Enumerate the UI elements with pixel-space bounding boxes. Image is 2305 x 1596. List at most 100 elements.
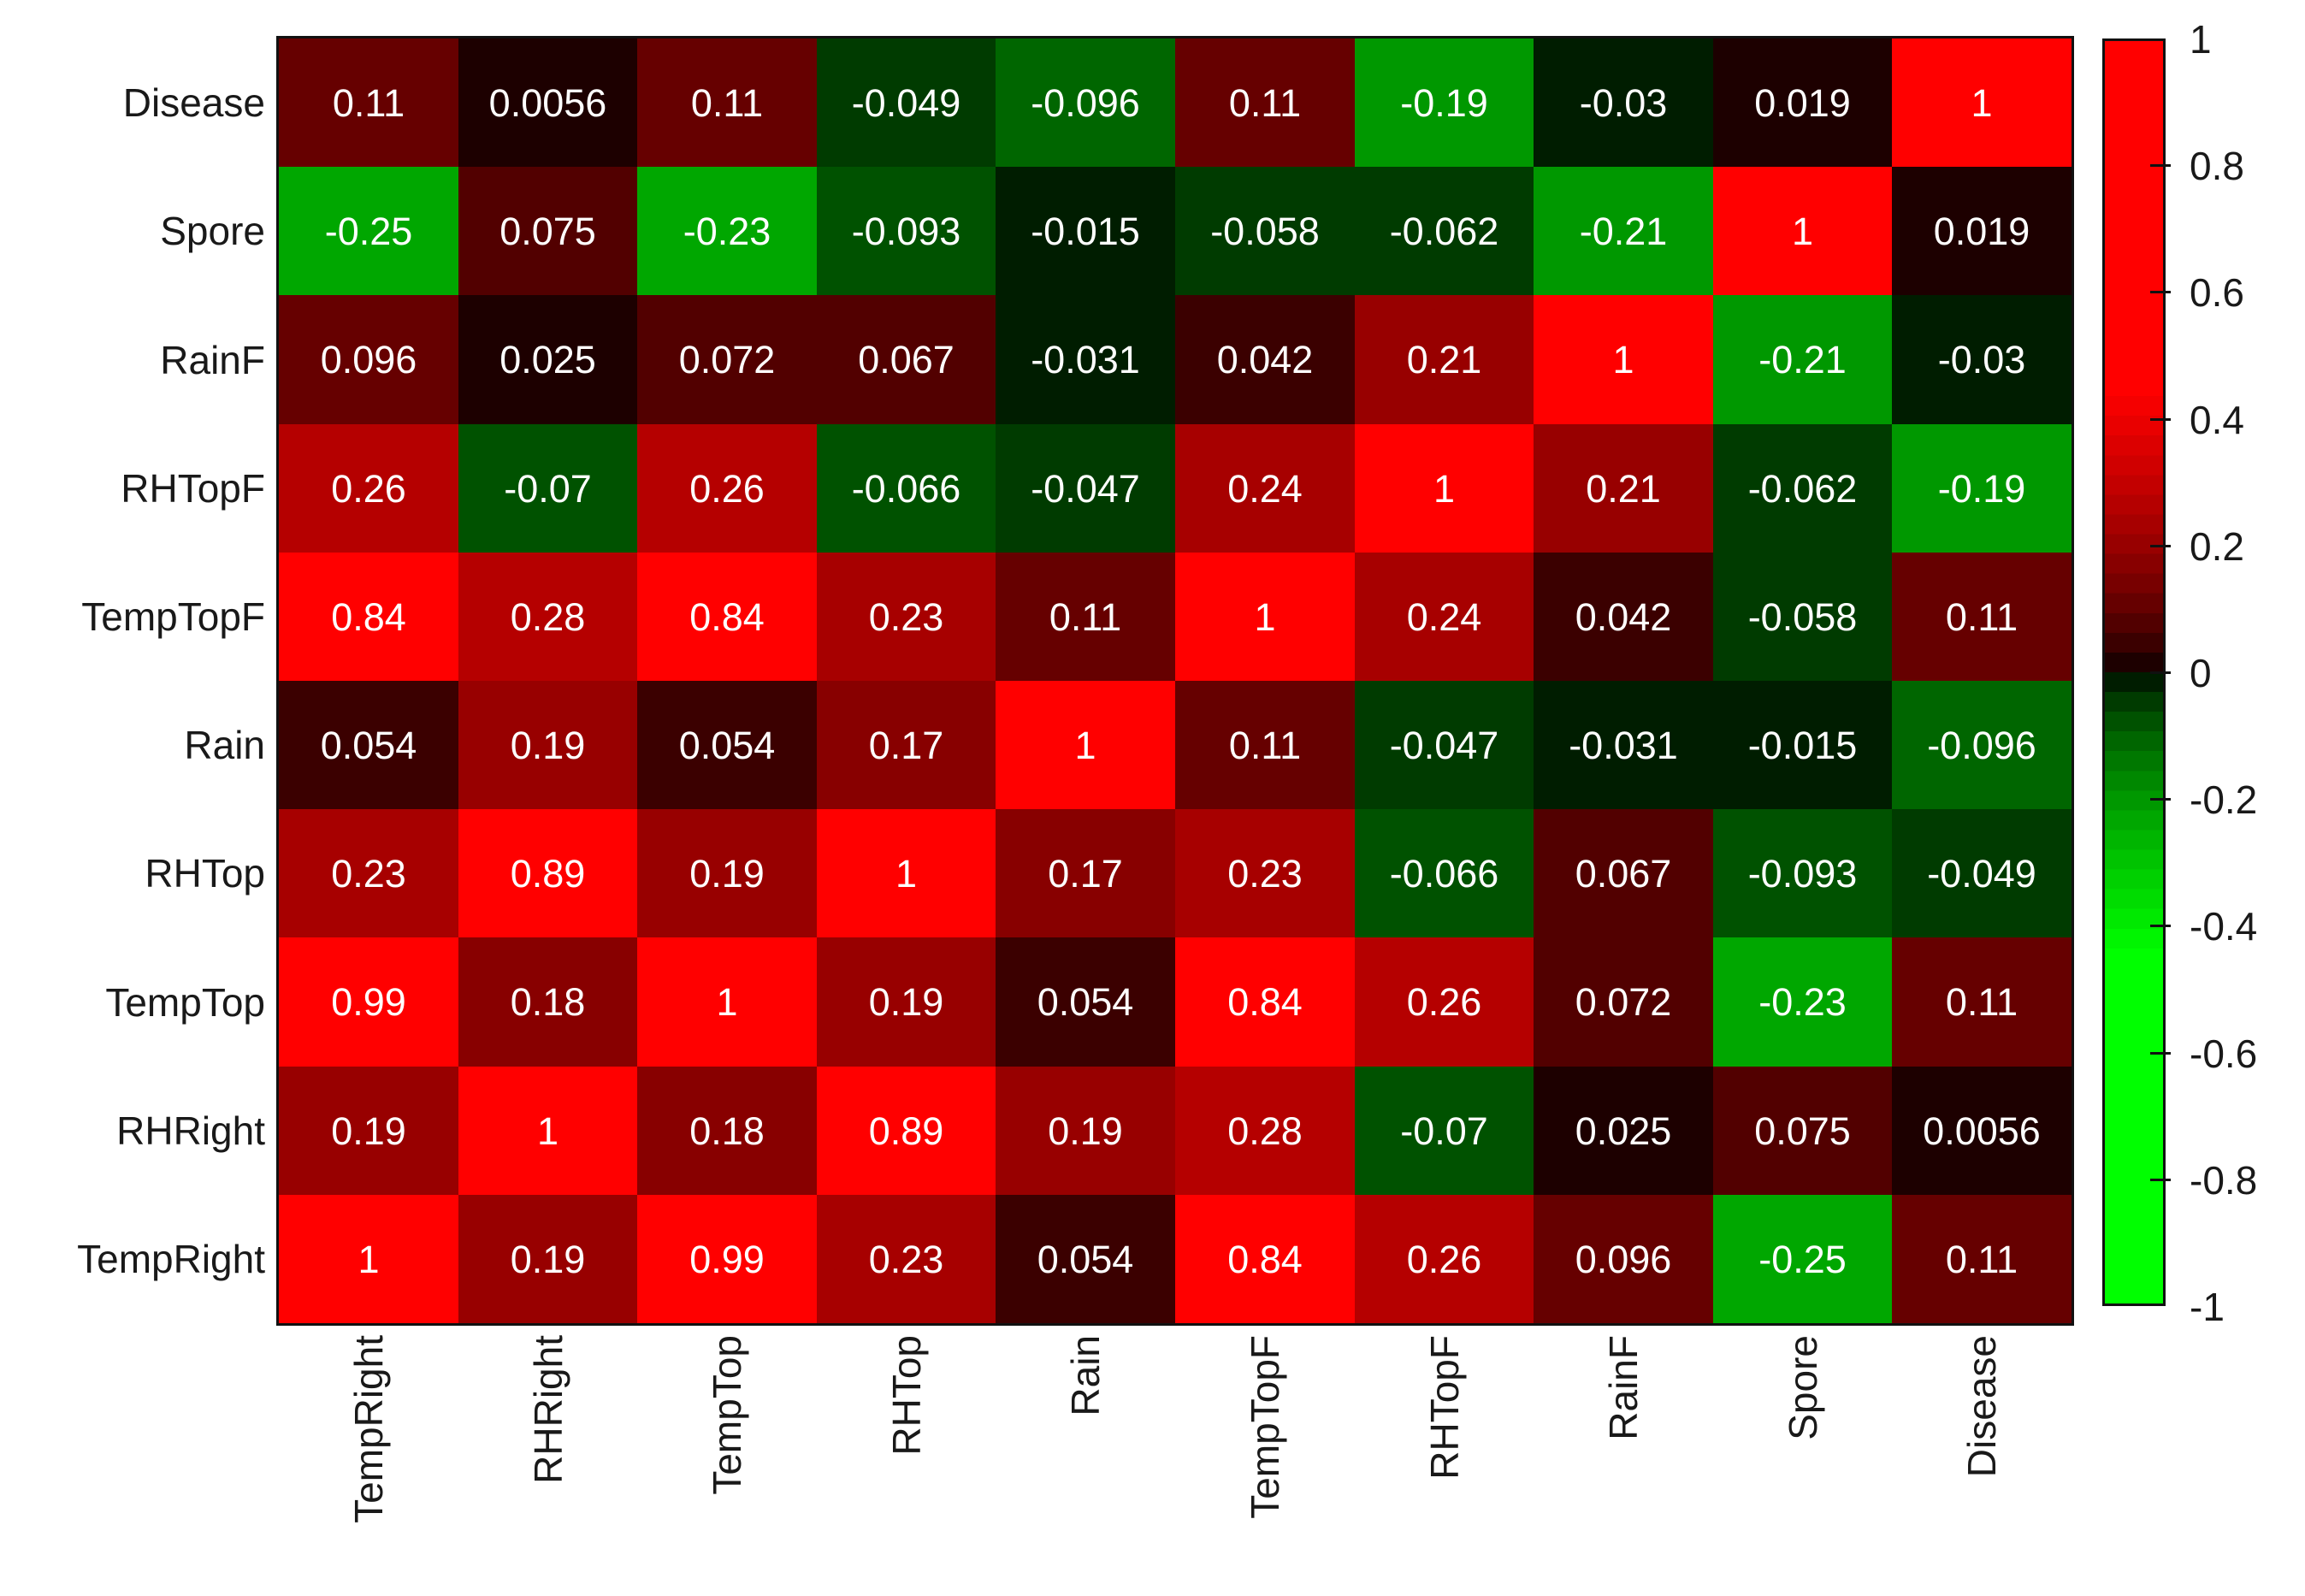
row-label-rainf: RainF	[160, 338, 265, 382]
heatmap-cell: 0.042	[1534, 553, 1713, 681]
heatmap-cell-value: 0.11	[1049, 594, 1122, 639]
heatmap-cell-value: 0.99	[331, 980, 406, 1024]
colorbar-tick	[2150, 671, 2171, 674]
heatmap-cell-value: 0.19	[1048, 1108, 1123, 1153]
heatmap-cell-value: 0.84	[1227, 980, 1303, 1024]
heatmap-cell: 0.17	[817, 681, 996, 809]
heatmap-cell-value: -0.093	[851, 209, 961, 253]
heatmap-cell: 0.11	[996, 553, 1175, 681]
heatmap-cell: -0.07	[1355, 1067, 1534, 1195]
heatmap-cell-value: 0.025	[499, 338, 596, 381]
heatmap-cell: -0.03	[1892, 295, 2072, 424]
heatmap-cell: 0.26	[1355, 1195, 1534, 1323]
heatmap-cell-value: 0.21	[1406, 338, 1482, 381]
heatmap-cell: 0.042	[1175, 295, 1355, 424]
heatmap-cell: 0.0056	[1892, 1067, 2072, 1195]
col-label-text: RHRight	[525, 1335, 570, 1484]
col-label-text: RainF	[1601, 1335, 1646, 1440]
heatmap-cell: 0.84	[279, 553, 458, 681]
heatmap-cell-value: -0.047	[1031, 466, 1140, 511]
heatmap-cell-value: -0.096	[1927, 723, 2036, 767]
heatmap-cell: 0.025	[458, 295, 637, 424]
heatmap-cell: -0.19	[1355, 38, 1534, 167]
col-label-text: TempTop	[705, 1335, 749, 1495]
heatmap-cell-value: 0.26	[689, 466, 765, 511]
heatmap-cell: 0.054	[996, 1195, 1175, 1323]
colorbar-tick-label: -0.6	[2190, 1031, 2258, 1076]
heatmap-cell: 0.24	[1355, 553, 1534, 681]
heatmap-cell-value: 0.21	[1586, 466, 1661, 511]
colorbar-tick	[2150, 545, 2171, 547]
heatmap-cell-value: -0.19	[1400, 80, 1488, 125]
heatmap-cell-value: 0.26	[331, 466, 406, 511]
heatmap-cell: -0.23	[637, 167, 817, 295]
heatmap-cell-value: 0.19	[510, 1237, 586, 1281]
heatmap-cell: -0.066	[817, 424, 996, 553]
row-label-temptop: TempTop	[105, 980, 265, 1025]
row-label-rhright: RHRight	[116, 1108, 265, 1153]
heatmap-cell-value: 0.99	[689, 1237, 765, 1281]
heatmap-cell: 0.26	[279, 424, 458, 553]
heatmap-cell-value: 0.19	[689, 851, 765, 896]
heatmap-cell: 1	[279, 1195, 458, 1323]
heatmap-cell: 0.84	[1175, 1195, 1355, 1323]
heatmap-cell-value: 0.84	[1227, 1237, 1303, 1281]
heatmap-cell-value: 0.26	[1406, 1237, 1482, 1281]
heatmap-cell: 1	[637, 937, 817, 1067]
heatmap-cell-value: 0.075	[499, 209, 596, 253]
col-label-spore: Spore	[1713, 1335, 1892, 1440]
heatmap-cell: -0.25	[1713, 1195, 1892, 1323]
colorbar-tick-label: 1	[2190, 17, 2212, 62]
colorbar-tick-label: 0.4	[2190, 398, 2244, 442]
colorbar-tick	[2150, 164, 2171, 167]
colorbar-tick	[2150, 1052, 2171, 1055]
heatmap-cell: 1	[1713, 167, 1892, 295]
col-label-text: RHTopF	[1421, 1335, 1467, 1480]
heatmap-cell: -0.031	[996, 295, 1175, 424]
axes-box	[276, 36, 2074, 1326]
row-label-rhtop: RHTop	[145, 851, 265, 896]
col-label-text: RHTop	[884, 1335, 929, 1456]
heatmap-cell-value: 1	[1074, 723, 1096, 767]
heatmap-cell: 0.19	[458, 1195, 637, 1323]
colorbar-tick	[2150, 291, 2171, 293]
colorbar-tick-label: -0.2	[2190, 777, 2258, 822]
heatmap-cell: 0.89	[817, 1067, 996, 1195]
heatmap-cell: 1	[1534, 295, 1713, 424]
heatmap-cell-value: -0.21	[1758, 338, 1847, 381]
heatmap-cell-value: 0.28	[1227, 1108, 1303, 1153]
heatmap-cell-value: 0.18	[689, 1108, 765, 1153]
heatmap-cell: 0.019	[1892, 167, 2072, 295]
heatmap-cell-value: 1	[1254, 594, 1276, 639]
colorbar-tick-label: -0.4	[2190, 904, 2258, 949]
heatmap-cell: 0.072	[1534, 937, 1713, 1067]
heatmap-cell: 0.26	[637, 424, 817, 553]
col-label-rain: Rain	[996, 1335, 1175, 1416]
heatmap-cell-value: 0.24	[1406, 594, 1482, 639]
heatmap-cell: 0.21	[1355, 295, 1534, 424]
heatmap-cell-value: 1	[1612, 338, 1634, 381]
heatmap-cell-value: 0.24	[1227, 466, 1303, 511]
colorbar-tick-label: -1	[2190, 1285, 2225, 1329]
heatmap-cell: -0.19	[1892, 424, 2072, 553]
heatmap-cell: 0.025	[1534, 1067, 1713, 1195]
heatmap-cell-value: 0.19	[510, 723, 586, 767]
colorbar-tick-label: 0	[2190, 651, 2212, 695]
heatmap-cell-value: 0.11	[1945, 1237, 2018, 1281]
heatmap-cell-value: 0.11	[1228, 80, 1302, 125]
colorbar-tick-label: 0.2	[2190, 524, 2244, 569]
heatmap-cell: -0.23	[1713, 937, 1892, 1067]
heatmap-cell-value: 1	[1433, 466, 1456, 511]
col-label-rhtop: RHTop	[817, 1335, 996, 1456]
heatmap-cell: 0.11	[279, 38, 458, 167]
heatmap-cell: -0.21	[1534, 167, 1713, 295]
heatmap-cell-value: -0.19	[1937, 466, 2026, 511]
heatmap-cell-value: -0.096	[1031, 80, 1140, 125]
heatmap-cell: -0.047	[1355, 681, 1534, 809]
heatmap-cell: -0.049	[1892, 809, 2072, 937]
heatmap-cell-value: -0.23	[683, 209, 771, 253]
heatmap-cell-value: -0.25	[1758, 1237, 1847, 1281]
heatmap-cell-value: -0.066	[1389, 851, 1499, 896]
heatmap-cell: 0.84	[1175, 937, 1355, 1067]
heatmap-cell-value: -0.07	[504, 466, 592, 511]
